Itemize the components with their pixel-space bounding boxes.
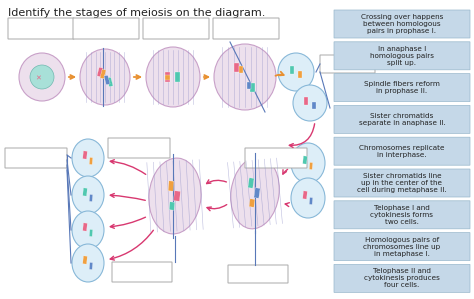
Ellipse shape [293,85,327,121]
Text: In anaphase I
homologous pairs
split up.: In anaphase I homologous pairs split up. [370,46,434,66]
Bar [303,156,307,164]
Bar [254,188,260,198]
Text: Chromosomes replicate
in interphase.: Chromosomes replicate in interphase. [359,145,445,158]
FancyBboxPatch shape [334,10,470,38]
Bar [82,188,87,196]
Bar [239,65,243,72]
Ellipse shape [72,176,104,214]
Bar [250,83,255,91]
Bar [304,97,308,105]
Bar [82,256,87,264]
FancyBboxPatch shape [334,106,470,133]
Text: Telophase I and
cytokinesis forms
two cells.: Telophase I and cytokinesis forms two ce… [371,205,434,225]
Bar [312,101,316,109]
Ellipse shape [214,44,276,110]
FancyBboxPatch shape [334,233,470,261]
FancyBboxPatch shape [5,148,67,168]
Text: ✕: ✕ [35,76,41,82]
Bar [82,151,87,159]
FancyBboxPatch shape [334,74,470,102]
Bar [298,71,302,77]
Ellipse shape [149,158,201,234]
Bar [107,77,113,87]
Circle shape [30,65,54,89]
Bar [97,67,103,77]
FancyBboxPatch shape [320,55,375,73]
Ellipse shape [278,53,314,91]
FancyBboxPatch shape [108,138,170,158]
FancyBboxPatch shape [334,264,470,292]
Bar [89,157,93,165]
Text: Homologous pairs of
chromosomes line up
in metaphase I.: Homologous pairs of chromosomes line up … [364,237,441,257]
FancyBboxPatch shape [334,169,470,197]
Bar [89,263,93,270]
Bar [309,197,313,205]
Ellipse shape [146,47,200,107]
Bar [248,178,254,188]
FancyBboxPatch shape [112,262,172,282]
Bar [235,62,239,71]
Bar [247,82,251,89]
Text: Identify the stages of meiosis on the diagram.: Identify the stages of meiosis on the di… [8,8,265,18]
Text: Sister chromatids
separate in anaphase II.: Sister chromatids separate in anaphase I… [359,113,446,126]
Bar [175,72,181,82]
Bar [303,191,307,199]
Bar [168,181,174,191]
FancyBboxPatch shape [213,18,279,39]
Text: Crossing over happens
between homologous
pairs in prophase I.: Crossing over happens between homologous… [361,14,443,34]
Bar [165,74,171,80]
Text: Sister chromatids line
up in the center of the
cell during metaphase II.: Sister chromatids line up in the center … [357,173,447,193]
FancyBboxPatch shape [334,42,470,70]
FancyBboxPatch shape [334,201,470,229]
Ellipse shape [72,139,104,177]
FancyBboxPatch shape [73,18,139,39]
Bar [173,191,181,201]
Bar [169,202,175,210]
Bar [165,72,171,82]
Text: Spindle fibers reform
in prophase II.: Spindle fibers reform in prophase II. [364,81,440,94]
Ellipse shape [72,244,104,282]
Bar [89,194,93,202]
FancyBboxPatch shape [245,148,307,168]
Bar [290,66,294,74]
FancyBboxPatch shape [143,18,209,39]
Ellipse shape [231,157,279,229]
Text: Telophase II and
cytokinesis produces
four cells.: Telophase II and cytokinesis produces fo… [364,269,440,289]
Bar [89,229,93,237]
Ellipse shape [72,211,104,249]
Ellipse shape [291,143,325,183]
Bar [309,162,313,170]
FancyBboxPatch shape [8,18,74,39]
Ellipse shape [19,53,65,101]
Bar [104,75,110,85]
FancyBboxPatch shape [334,137,470,165]
Ellipse shape [291,178,325,218]
FancyBboxPatch shape [228,265,288,283]
Bar [82,223,87,231]
Bar [249,199,255,207]
Ellipse shape [80,49,130,105]
Bar [100,69,106,79]
